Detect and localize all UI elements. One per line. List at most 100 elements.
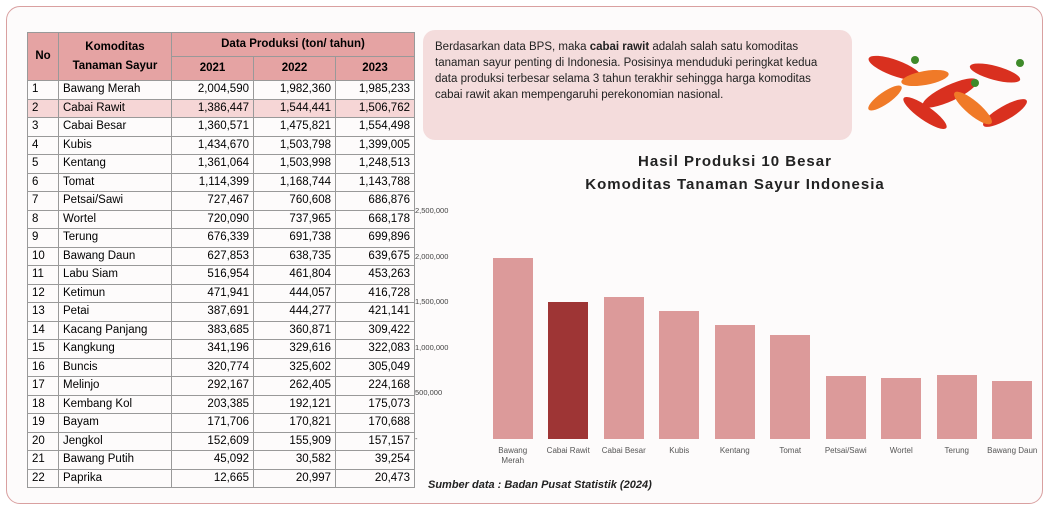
table-cell: Bayam	[58, 413, 172, 433]
bar	[714, 325, 755, 439]
table-cell: 16	[27, 357, 59, 377]
table-row: 15 Kangkung 341,196 329,616 322,083	[27, 339, 415, 359]
table-row: 5 Kentang 1,361,064 1,503,998 1,248,513	[27, 154, 415, 174]
table-cell: 1,985,233	[335, 80, 415, 100]
table-cell: 1,503,798	[253, 135, 336, 155]
table-cell: 329,616	[253, 339, 336, 359]
table-cell: 15	[27, 339, 59, 359]
table-row: 19 Bayam 171,706 170,821 170,688	[27, 413, 415, 433]
table-cell: Tomat	[58, 172, 172, 192]
table-cell: 13	[27, 302, 59, 322]
table-cell: 21	[27, 450, 59, 470]
table-cell: 170,688	[335, 413, 415, 433]
table-cell: 4	[27, 135, 59, 155]
table-cell: 1,503,998	[253, 154, 336, 174]
bar	[770, 334, 811, 439]
table-cell: 18	[27, 394, 59, 414]
table-cell: 20,473	[335, 468, 415, 488]
table-cell: 305,049	[335, 357, 415, 377]
table-row: 14 Kacang Panjang 383,685 360,871 309,422	[27, 320, 415, 340]
table-row: 10 Bawang Daun 627,853 638,735 639,675	[27, 246, 415, 266]
x-tick-label: Kubis	[669, 446, 690, 455]
table-cell: Cabai Rawit	[58, 98, 172, 118]
table-row: 4 Kubis 1,434,670 1,503,798 1,399,005	[27, 135, 415, 155]
table-cell: 453,263	[335, 265, 415, 285]
table-cell: 45,092	[171, 450, 254, 470]
table-cell: 157,157	[335, 431, 415, 451]
table-row: 12 Ketimun 471,941 444,057 416,728	[27, 283, 415, 303]
text: adalah salah satu komoditas tanaman sayu…	[435, 41, 818, 101]
table-cell: 19	[27, 413, 59, 433]
table-row: 6 Tomat 1,114,399 1,168,744 1,143,788	[27, 172, 415, 192]
x-tick-label: Bawang Daun	[987, 446, 1038, 455]
text: Berdasarkan data BPS, maka	[435, 41, 590, 53]
table-cell: 360,871	[253, 320, 336, 340]
table-cell: 1,475,821	[253, 117, 336, 137]
table-cell: 737,965	[253, 209, 336, 229]
table-cell: 175,073	[335, 394, 415, 414]
table-cell: 627,853	[171, 246, 254, 266]
bar	[603, 297, 644, 439]
table-row: 22 Paprika 12,665 20,997 20,473	[27, 468, 415, 488]
table-cell: 1,168,744	[253, 172, 336, 192]
table-row: 21 Bawang Putih 45,092 30,582 39,254	[27, 450, 415, 470]
table-row: 8 Wortel 720,090 737,965 668,178	[27, 209, 415, 229]
table-cell: 22	[27, 468, 59, 488]
table-row: 17 Melinjo 292,167 262,405 224,168	[27, 376, 415, 396]
y-tick-label: 2,000,000	[415, 251, 449, 261]
table-row: 13 Petai 387,691 444,277 421,141	[27, 302, 415, 322]
table-cell: 155,909	[253, 431, 336, 451]
text-bold: cabai rawit	[589, 41, 650, 53]
table-cell: 1,506,762	[335, 98, 415, 118]
description: Berdasarkan data BPS, maka cabai rawit a…	[423, 30, 852, 140]
table-cell: 727,467	[171, 191, 254, 211]
table-cell: 30,582	[253, 450, 336, 470]
table-row: 18 Kembang Kol 203,385 192,121 175,073	[27, 394, 415, 414]
table-cell: 224,168	[335, 376, 415, 396]
header-year: 2021	[171, 56, 254, 81]
y-tick-label: 1,000,000	[415, 342, 449, 352]
table-cell: Cabai Besar	[58, 117, 172, 137]
y-tick-label: 500,000	[415, 388, 443, 398]
y-tick-label: 2,500,000	[415, 206, 449, 215]
table-row: 16 Buncis 320,774 325,602 305,049	[27, 357, 415, 377]
table-cell: 760,608	[253, 191, 336, 211]
table-cell: Kembang Kol	[58, 394, 172, 414]
table-cell: 1,434,670	[171, 135, 254, 155]
header-year: 2022	[253, 56, 336, 81]
y-tick-label: -	[415, 434, 418, 443]
production-table: No Komoditas Tanaman Sayur Data Produksi…	[27, 32, 415, 488]
table-row: 20 Jengkol 152,609 155,909 157,157	[27, 431, 415, 451]
x-tick-label: Cabai Rawit	[546, 446, 590, 455]
table-cell: 1,248,513	[335, 154, 415, 174]
table-cell: 1,361,064	[171, 154, 254, 174]
bar	[936, 375, 977, 439]
chili-illustration	[868, 55, 1027, 129]
x-tick-label: Wortel	[889, 446, 913, 455]
table-row: 2 Cabai Rawit 1,386,447 1,544,441 1,506,762	[27, 98, 415, 118]
table-cell: 6	[27, 172, 59, 192]
table-cell: 11	[27, 265, 59, 285]
table-cell: 387,691	[171, 302, 254, 322]
table-cell: Jengkol	[58, 431, 172, 451]
header-group: Data Produksi (ton/ tahun)	[171, 32, 415, 57]
table-cell: 170,821	[253, 413, 336, 433]
table-cell: 320,774	[171, 357, 254, 377]
table-cell: 1,544,441	[253, 98, 336, 118]
x-tick-label: Bawang Merah	[498, 446, 528, 465]
table-cell: 8	[27, 209, 59, 229]
table-cell: Ketimun	[58, 283, 172, 303]
table-cell: 1,360,571	[171, 117, 254, 137]
table-cell: 691,738	[253, 228, 336, 248]
table-cell: 1,982,360	[253, 80, 336, 100]
table-cell: 720,090	[171, 209, 254, 229]
table-cell: 676,339	[171, 228, 254, 248]
table-cell: 292,167	[171, 376, 254, 396]
table-cell: 7	[27, 191, 59, 211]
table-cell: 686,876	[335, 191, 415, 211]
table-row: 1 Bawang Merah 2,004,590 1,982,360 1,985,233	[27, 80, 415, 100]
table-row: 9 Terung 676,339 691,738 699,896	[27, 228, 415, 248]
table-cell: Kentang	[58, 154, 172, 174]
table-cell: Paprika	[58, 468, 172, 488]
table-cell: Kubis	[58, 135, 172, 155]
